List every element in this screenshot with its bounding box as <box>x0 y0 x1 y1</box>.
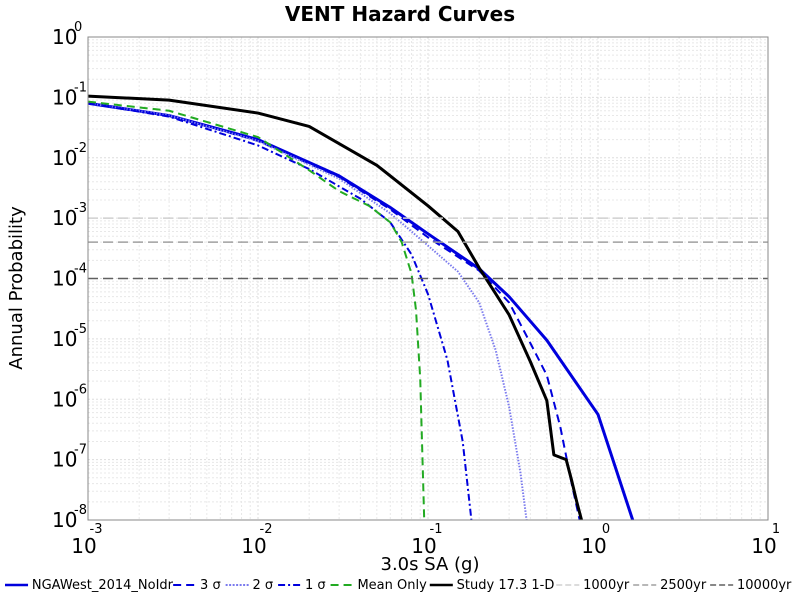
legend-label: 2500yr <box>660 578 707 593</box>
x-tick-label: 10 <box>71 534 96 558</box>
x-tick-label: 10 <box>241 534 266 558</box>
x-tick-label: 10 <box>581 534 606 558</box>
legend-label: NGAWest_2014_NoIdr <box>32 578 174 593</box>
y-tick-label: 10 <box>52 206 77 230</box>
y-tick-exponent: -3 <box>74 201 87 216</box>
y-tick-exponent: -8 <box>74 503 87 518</box>
series-line-3 <box>87 102 473 521</box>
y-tick-exponent: -1 <box>74 80 87 95</box>
series-line-4 <box>87 100 426 521</box>
series-line-2 <box>87 102 528 521</box>
y-tick-exponent: -4 <box>74 262 87 277</box>
legend-label: 2 σ <box>253 578 274 593</box>
series-line-5 <box>87 94 583 521</box>
y-tick-label: 10 <box>52 448 77 472</box>
y-tick-label: 10 <box>52 267 77 291</box>
x-tick-label: 10 <box>411 534 436 558</box>
y-tick-exponent: -5 <box>74 322 87 337</box>
y-tick-label: 10 <box>52 387 77 411</box>
legend-label: Study 17.3 1-D <box>457 578 555 593</box>
legend-label: 1000yr <box>583 578 630 593</box>
legend-label: 10000yr <box>737 578 792 593</box>
plot-border <box>87 36 769 521</box>
y-tick-exponent: -2 <box>74 141 87 156</box>
series-group <box>87 94 768 521</box>
x-tick-label: 10 <box>751 534 776 558</box>
x-tick-exponent: 0 <box>602 522 610 537</box>
y-tick-label: 10 <box>52 327 77 351</box>
y-tick-exponent: 0 <box>74 20 82 35</box>
legend-label: Mean Only <box>357 578 427 593</box>
y-tick-exponent: -7 <box>74 443 87 458</box>
legend-label: 3 σ <box>200 578 221 593</box>
x-tick-exponent: -2 <box>260 522 273 537</box>
y-tick-label: 10 <box>52 508 77 532</box>
y-tick-exponent: -6 <box>74 382 87 397</box>
chart-title: VENT Hazard Curves <box>285 2 515 26</box>
plot-area <box>87 36 769 521</box>
x-tick-exponent: -3 <box>90 522 103 537</box>
y-tick-label: 10 <box>52 146 77 170</box>
y-tick-label: 10 <box>52 25 77 49</box>
y-tick-label: 10 <box>52 85 77 109</box>
x-tick-exponent: -1 <box>430 522 443 537</box>
x-axis-label: 3.0s SA (g) <box>381 554 480 575</box>
x-tick-exponent: 1 <box>772 522 780 537</box>
y-axis-label: Annual Probability <box>6 206 27 370</box>
legend-label: 1 σ <box>305 578 326 593</box>
legend: NGAWest_2014_NoIdr 3 σ 2 σ 1 σ Mean Only Stud… <box>5 578 792 593</box>
